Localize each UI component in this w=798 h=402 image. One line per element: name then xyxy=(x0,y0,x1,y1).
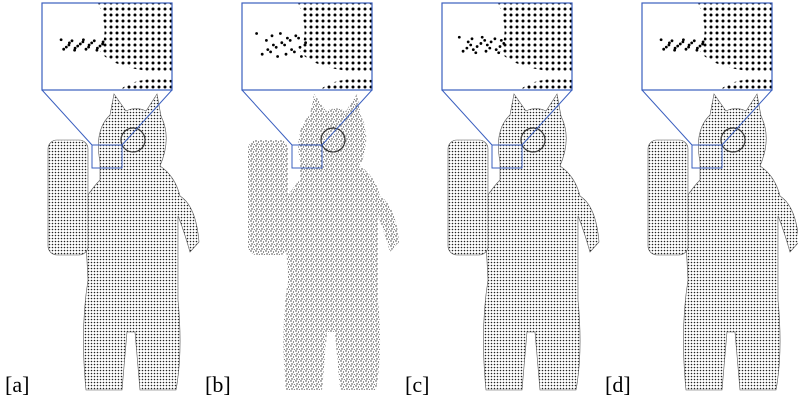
zoom-inset-point xyxy=(280,41,283,44)
zoom-inset-point xyxy=(481,36,484,39)
zoom-inset-point xyxy=(466,47,469,50)
zoom-inset-point xyxy=(286,37,289,40)
zoom-inset-point xyxy=(662,48,665,51)
page: html, body { margin: 0; padding: 0; back… xyxy=(0,0,798,402)
zoom-inset-point xyxy=(93,39,96,42)
panel: [b] xyxy=(205,3,399,397)
point-cloud-body xyxy=(674,94,798,390)
zoom-inset-point xyxy=(495,48,498,51)
zoom-inset-point xyxy=(480,42,483,45)
zoom-inset-point xyxy=(293,51,296,54)
zoom-inset-point xyxy=(289,39,292,42)
zoom-inset-point xyxy=(255,32,258,35)
zoom-inset-point xyxy=(679,43,682,46)
zoom-inset-point xyxy=(467,41,470,44)
zoom-inset-point xyxy=(300,55,303,58)
zoom-inset-point xyxy=(690,42,693,45)
zoom-line xyxy=(42,90,92,145)
panel-label: [b] xyxy=(205,372,231,397)
point-cloud-object xyxy=(248,140,288,255)
zoom-inset-point xyxy=(266,48,269,51)
zoom-inset-point xyxy=(668,42,671,45)
panel-label: [c] xyxy=(405,372,429,397)
zoom-inset-point xyxy=(279,32,282,35)
zoom-inset-point xyxy=(85,48,88,51)
zoom-inset-point xyxy=(696,47,699,50)
zoom-inset-point xyxy=(671,39,674,42)
zoom-inset-point xyxy=(275,46,278,49)
point-cloud-body xyxy=(474,94,599,390)
zoom-inset-point xyxy=(88,44,91,47)
zoom-inset-point xyxy=(502,42,505,45)
zoom-inset-point xyxy=(488,47,491,50)
zoom-inset-point xyxy=(269,51,272,54)
zoom-inset-point xyxy=(76,45,79,48)
point-cloud-object xyxy=(448,140,488,255)
zoom-inset-point xyxy=(276,55,279,58)
zoom-inset-point xyxy=(271,34,274,37)
zoom-inset-point xyxy=(486,44,489,47)
zoom-inset-point xyxy=(699,45,702,48)
zoom-inset-point xyxy=(60,38,63,41)
zoom-inset-point xyxy=(62,48,65,51)
zoom-inset-point xyxy=(261,53,264,56)
zoom-inset-point xyxy=(272,44,275,47)
zoom-inset-point xyxy=(299,46,302,49)
zoom-inset-point xyxy=(471,37,474,40)
zoom-inset-point xyxy=(490,41,493,44)
zoom-inset-point xyxy=(676,45,679,48)
zoom-inset-point xyxy=(497,51,500,54)
zoom-inset-point xyxy=(96,47,99,50)
zoom-inset-point xyxy=(283,44,286,47)
zoom-inset-point xyxy=(472,48,475,51)
panel-label: [d] xyxy=(605,372,631,397)
zoom-inset-point xyxy=(483,39,486,42)
point-cloud-object xyxy=(648,140,688,255)
zoom-inset-point xyxy=(469,44,472,47)
zoom-inset-point xyxy=(499,45,502,48)
zoom-inset-point xyxy=(500,39,503,42)
zoom-inset-point xyxy=(294,34,297,37)
zoom-inset-point xyxy=(494,37,497,40)
zoom-line xyxy=(442,90,492,145)
zoom-line xyxy=(642,90,692,145)
zoom-inset-point xyxy=(682,38,685,41)
point-cloud-body xyxy=(274,94,399,390)
zoom-inset-point xyxy=(71,39,74,42)
point-cloud-body xyxy=(74,94,199,390)
zoom-inset-point xyxy=(485,50,488,53)
zoom-inset-point xyxy=(290,48,293,51)
figure: [a] [b] [c] [d] xyxy=(0,0,798,402)
zoom-inset-point xyxy=(68,42,71,45)
zoom-inset-point xyxy=(474,51,477,54)
zoom-inset-point xyxy=(265,39,268,42)
zoom-line xyxy=(242,90,292,145)
zoom-inset-point xyxy=(674,47,677,50)
zoom-inset-point xyxy=(99,45,102,48)
zoom-inset-point xyxy=(693,39,696,42)
zoom-inset-point xyxy=(74,47,77,50)
zoom-inset-point xyxy=(685,48,688,51)
zoom-inset-point xyxy=(476,45,479,48)
panel: [a] xyxy=(5,3,199,397)
panel: [c] xyxy=(405,3,599,397)
zoom-inset-point xyxy=(102,40,105,43)
zoom-inset-point xyxy=(688,44,691,47)
zoom-inset-point xyxy=(304,41,307,44)
zoom-inset-point xyxy=(79,43,82,46)
zoom-inset-point xyxy=(297,37,300,40)
zoom-inset-point xyxy=(90,42,93,45)
zoom-inset-point xyxy=(458,36,461,39)
zoom-inset-point xyxy=(660,38,663,41)
zoom-inset-point xyxy=(702,40,705,43)
zoom-inset-point xyxy=(65,46,68,49)
panel: [d] xyxy=(605,3,798,397)
zoom-inset-point xyxy=(665,46,668,49)
panel-label: [a] xyxy=(5,372,29,397)
zoom-inset-point xyxy=(82,38,85,41)
zoom-inset-point xyxy=(285,53,288,56)
point-cloud-object xyxy=(48,140,88,255)
zoom-inset-point xyxy=(462,50,465,53)
page-body: {"panels": [{"label": "[a]"}, {"label": … xyxy=(0,0,798,402)
